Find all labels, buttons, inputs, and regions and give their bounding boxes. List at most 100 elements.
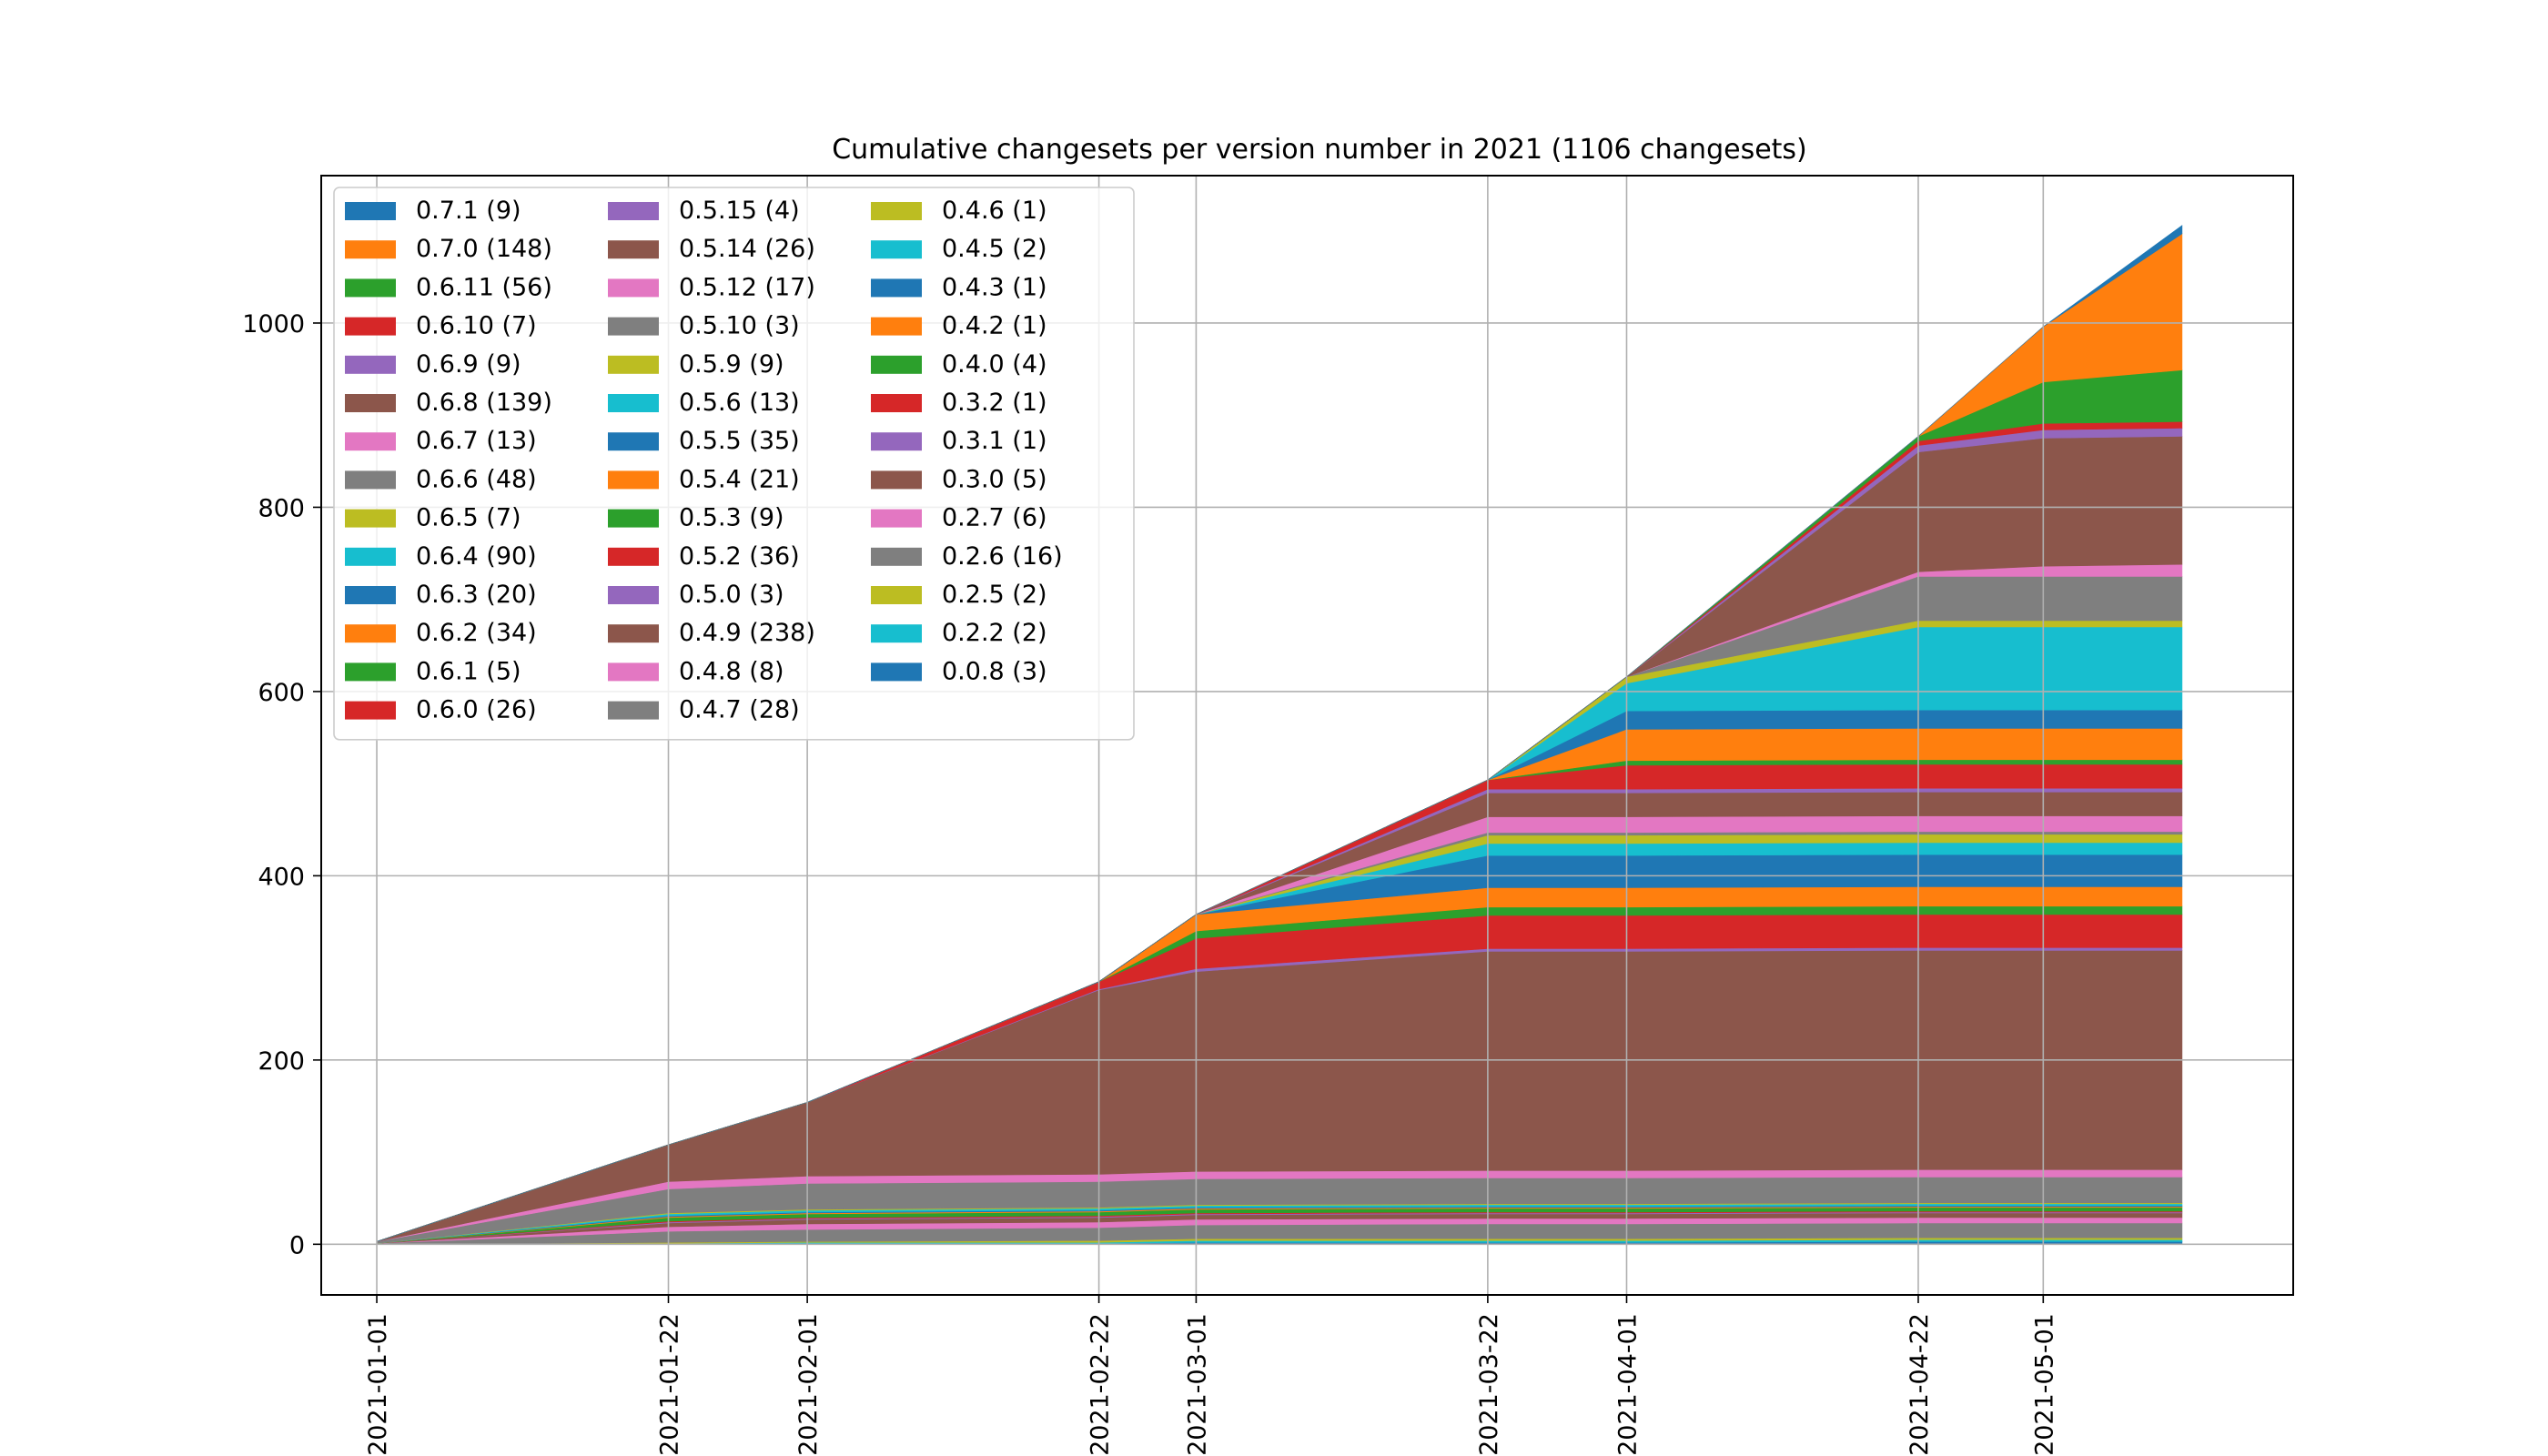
legend-label: 0.4.8 (8) <box>679 657 784 685</box>
y-tick-label: 400 <box>258 863 305 891</box>
legend-swatch <box>345 355 396 374</box>
legend-label: 0.2.6 (16) <box>942 542 1063 571</box>
legend-swatch <box>345 701 396 720</box>
legend-swatch <box>608 470 659 490</box>
legend-swatch <box>871 355 922 374</box>
legend-label: 0.6.8 (139) <box>416 389 552 417</box>
legend-label: 0.6.3 (20) <box>416 581 537 609</box>
legend-swatch <box>345 470 396 490</box>
legend-swatch <box>871 624 922 643</box>
plot-frame <box>320 175 2294 1296</box>
legend-swatch <box>608 701 659 720</box>
legend-label: 0.6.1 (5) <box>416 657 521 685</box>
gridlines <box>321 176 2293 1295</box>
legend-label: 0.4.3 (1) <box>942 273 1047 301</box>
y-tick-label: 800 <box>258 494 305 522</box>
legend-swatch <box>608 586 659 604</box>
x-tick-label: 2021-02-22 <box>1087 1313 1115 1456</box>
legend-label: 0.0.8 (3) <box>942 657 1047 685</box>
legend-swatch <box>345 432 396 451</box>
legend-label: 0.5.10 (3) <box>679 312 800 340</box>
legend-label: 0.5.15 (4) <box>679 197 800 225</box>
legend-label: 0.5.0 (3) <box>679 581 784 609</box>
legend-swatch <box>871 547 922 566</box>
y-axis: 0 200 400 600 800 1000 <box>242 310 321 1259</box>
legend-box <box>333 187 1135 741</box>
legend-label: 0.5.6 (13) <box>679 389 800 417</box>
legend-label: 0.7.1 (9) <box>416 197 521 225</box>
legend-swatch <box>871 470 922 490</box>
legend-label: 0.7.0 (148) <box>416 235 552 263</box>
legend-swatch <box>608 355 659 374</box>
legend-swatch <box>871 240 922 259</box>
legend-swatch <box>345 662 396 682</box>
legend-swatch <box>608 394 659 412</box>
legend-label: 0.5.4 (21) <box>679 465 800 493</box>
legend-label: 0.4.5 (2) <box>942 235 1047 263</box>
legend-label: 0.5.12 (17) <box>679 273 815 301</box>
legend-label: 0.4.6 (1) <box>942 197 1047 225</box>
legend-swatch <box>871 317 922 336</box>
legend-swatch <box>608 278 659 298</box>
legend-swatch <box>345 586 396 604</box>
legend-swatch <box>608 547 659 566</box>
legend-swatch <box>871 586 922 604</box>
legend-label: 0.6.2 (34) <box>416 619 537 647</box>
stacked-areas <box>376 225 2183 1245</box>
legend-swatch <box>345 624 396 643</box>
legend-label: 0.6.11 (56) <box>416 273 552 301</box>
legend-label: 0.2.2 (2) <box>942 619 1047 647</box>
y-tick-label: 0 <box>289 1231 305 1259</box>
legend-label: 0.4.9 (238) <box>679 619 815 647</box>
x-tick-label: 2021-04-22 <box>1906 1313 1934 1456</box>
legend-swatch <box>871 394 922 412</box>
x-tick-label: 2021-01-01 <box>364 1313 392 1456</box>
legend-swatch <box>871 202 922 220</box>
legend-label: 0.3.1 (1) <box>942 427 1047 455</box>
legend-swatch <box>608 624 659 643</box>
legend-swatch <box>608 662 659 682</box>
legend-label: 0.6.10 (7) <box>416 312 537 340</box>
legend-label: 0.3.0 (5) <box>942 465 1047 493</box>
legend-swatch <box>871 509 922 528</box>
legend-label: 0.5.3 (9) <box>679 504 784 532</box>
legend-label: 0.4.0 (4) <box>942 350 1047 379</box>
legend-label: 0.3.2 (1) <box>942 389 1047 417</box>
x-tick-label: 2021-01-22 <box>656 1313 684 1456</box>
y-tick-label: 600 <box>258 679 305 707</box>
x-tick-label: 2021-03-01 <box>1183 1313 1211 1456</box>
legend-swatch <box>345 240 396 259</box>
legend: 0.7.1 (9) 0.7.0 (148) 0.6.11 (56) 0.6.10 (7… <box>333 187 1135 741</box>
y-tick-label: 1000 <box>242 310 305 339</box>
legend-label: 0.5.9 (9) <box>679 350 784 379</box>
legend-swatch <box>871 432 922 451</box>
legend-label: 0.6.9 (9) <box>416 350 521 379</box>
y-tick-label: 200 <box>258 1047 305 1076</box>
x-axis: 2021-01-01 2021-01-22 2021-02-01 2021-02-22… <box>364 1295 2058 1456</box>
legend-label: 0.2.7 (6) <box>942 504 1047 532</box>
legend-label: 0.6.4 (90) <box>416 542 537 571</box>
legend-label: 0.6.5 (7) <box>416 504 521 532</box>
legend-label: 0.5.5 (35) <box>679 427 800 455</box>
legend-swatch <box>345 394 396 412</box>
legend-swatch <box>345 509 396 528</box>
x-tick-label: 2021-04-01 <box>1613 1313 1642 1456</box>
legend-swatch <box>345 547 396 566</box>
legend-label: 0.4.2 (1) <box>942 312 1047 340</box>
legend-label: 0.5.2 (36) <box>679 542 800 571</box>
legend-swatch <box>345 202 396 220</box>
legend-label: 0.6.0 (26) <box>416 696 537 724</box>
legend-swatch <box>871 278 922 298</box>
legend-swatch <box>345 317 396 336</box>
legend-label: 0.2.5 (2) <box>942 581 1047 609</box>
x-tick-label: 2021-02-01 <box>794 1313 823 1456</box>
legend-swatch <box>871 662 922 682</box>
legend-label: 0.5.14 (26) <box>679 235 815 263</box>
legend-swatch <box>608 202 659 220</box>
legend-swatch <box>608 509 659 528</box>
legend-swatch <box>608 240 659 259</box>
legend-swatch <box>608 317 659 336</box>
legend-label: 0.6.6 (48) <box>416 465 537 493</box>
chart-title: Cumulative changesets per version number… <box>832 134 1807 166</box>
area-0-7-1-9 <box>376 225 2183 1242</box>
